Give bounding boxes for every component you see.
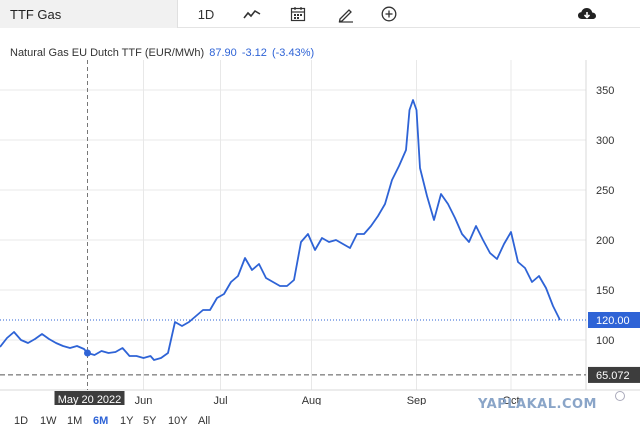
- y-tick-label: 350: [596, 85, 614, 97]
- x-tick-label: Oct: [502, 395, 519, 405]
- x-tick-label: Sep: [407, 395, 427, 405]
- price-change: -3.12: [241, 47, 267, 59]
- range-button-5y[interactable]: 5Y: [143, 415, 157, 427]
- watermark: YAPLAKAL.COM: [478, 397, 597, 412]
- last-price: 87.90: [209, 47, 237, 59]
- instrument-name: Natural Gas EU Dutch TTF (EUR/MWh): [10, 47, 205, 59]
- calendar-icon[interactable]: [281, 0, 315, 28]
- add-circle-icon[interactable]: [372, 0, 406, 28]
- range-button-1m[interactable]: 1M: [67, 415, 83, 427]
- price-series-line: [0, 99, 561, 361]
- line-chart-icon[interactable]: [235, 0, 269, 28]
- chart-toolbar: TTF Gas 1D: [0, 0, 640, 28]
- range-button-1w[interactable]: 1W: [40, 415, 57, 427]
- price-line-label: 120.00: [596, 315, 630, 327]
- symbol-label: TTF Gas: [10, 7, 62, 22]
- chart-legend: Natural Gas EU Dutch TTF (EUR/MWh) 87.90…: [10, 47, 314, 59]
- crosshair-date-bg: [54, 391, 125, 405]
- x-tick-label: Aug: [302, 395, 322, 405]
- interval-button[interactable]: 1D: [189, 0, 223, 28]
- y-tick-label: 100: [596, 335, 614, 347]
- price-chart[interactable]: 100 150 200 250 300 350 Jun Jul Aug Sep Oct 120.00 6…: [0, 60, 640, 405]
- crosshair-point: [84, 349, 91, 357]
- price-line-label-bg: [588, 312, 640, 328]
- range-button-all[interactable]: All: [198, 415, 211, 427]
- range-button-1y[interactable]: 1Y: [120, 415, 134, 427]
- range-selector: 1D 1W 1M 6M 1Y 5Y 10Y All: [0, 412, 300, 432]
- draw-pencil-icon[interactable]: [329, 0, 363, 28]
- y-tick-label: 150: [596, 285, 614, 297]
- range-button-6m[interactable]: 6M: [93, 415, 109, 427]
- price-line-label-bg: [588, 366, 640, 383]
- range-button-10y[interactable]: 10Y: [168, 415, 188, 427]
- y-tick-label: 250: [596, 185, 614, 197]
- price-change-percent: (-3.43%): [271, 47, 315, 59]
- symbol-search-input[interactable]: TTF Gas: [0, 0, 178, 28]
- range-button-1d[interactable]: 1D: [14, 415, 29, 427]
- crosshair-date-label: May 20 2022: [58, 394, 122, 405]
- y-tick-label: 200: [596, 235, 614, 247]
- interval-label: 1D: [197, 6, 215, 22]
- watermark-icon: [615, 391, 625, 401]
- cloud-download-icon[interactable]: [570, 0, 604, 28]
- x-tick-label: Jul: [213, 395, 227, 405]
- x-tick-label: Jun: [135, 395, 153, 405]
- y-tick-label: 300: [596, 135, 614, 147]
- price-line-label: 65.072: [596, 370, 630, 382]
